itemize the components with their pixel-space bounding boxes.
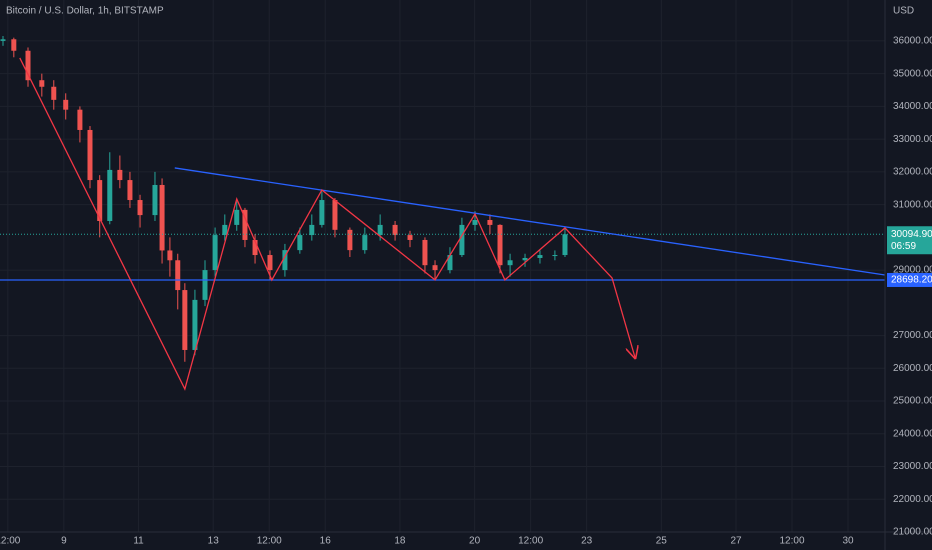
candle-body: [77, 109, 83, 130]
candle-body: [159, 184, 165, 251]
x-tick-label: 18: [394, 536, 406, 547]
y-tick-label: 29000.00: [893, 265, 932, 276]
candle-body: [167, 250, 173, 261]
y-tick-label: 27000.00: [893, 330, 932, 341]
candle-body: [202, 270, 208, 300]
currency: USD: [893, 6, 914, 17]
candle-body: [182, 290, 188, 350]
y-tick-label: 23000.00: [893, 461, 932, 472]
candle-body: [222, 224, 228, 236]
candle-body: [242, 209, 248, 240]
x-tick-label: 25: [656, 536, 668, 547]
candle-body: [472, 220, 478, 225]
candle-body: [432, 265, 438, 271]
x-tick-label: 16: [320, 536, 332, 547]
candle-body: [552, 255, 558, 257]
y-tick-label: 35000.00: [893, 68, 932, 79]
candle-body: [407, 235, 413, 240]
candle-body: [497, 224, 503, 266]
y-tick-label: 22000.00: [893, 494, 932, 505]
candle-body: [447, 255, 453, 271]
x-tick-label: 30: [842, 536, 854, 547]
y-tick-label: 21000.00: [893, 527, 932, 538]
candle-body: [117, 169, 123, 181]
candle-body: [309, 224, 315, 236]
candle-body: [377, 224, 383, 236]
x-tick-label: 9: [61, 536, 67, 547]
candles: [0, 36, 568, 362]
y-tick-label: 34000.00: [893, 101, 932, 112]
candle-body: [392, 224, 398, 236]
candle-body: [192, 299, 198, 350]
candle-body: [267, 255, 273, 271]
x-tick-label: 13: [208, 536, 220, 547]
candle-body: [522, 257, 528, 261]
x-tick-label: 12:00: [780, 536, 805, 547]
candle-body: [347, 229, 353, 251]
line-price-box: [887, 272, 932, 287]
y-tick-label: 25000.00: [893, 396, 932, 407]
candle-body: [362, 235, 368, 251]
candle-body: [422, 239, 428, 266]
candle-body: [11, 39, 17, 51]
candle-body: [487, 220, 493, 225]
x-tick-label: 12:00: [518, 536, 543, 547]
y-tick-label: 33000.00: [893, 134, 932, 145]
candle-body: [63, 99, 69, 110]
candle-body: [51, 86, 57, 100]
trend-drawing: [174, 167, 886, 276]
candle-body: [152, 184, 158, 216]
candle-body: [137, 200, 143, 216]
y-tick-label: 36000.00: [893, 36, 932, 47]
chart-title: Bitcoin / U.S. Dollar, 1h, BITSTAMP: [6, 6, 164, 17]
candle-body: [459, 224, 465, 256]
candle-body: [234, 209, 240, 225]
trend-drawing: [19, 57, 635, 391]
candle-body: [507, 260, 513, 266]
candle-body: [127, 180, 133, 201]
x-tick-label: 23: [581, 536, 593, 547]
candle-body: [107, 169, 113, 221]
axes: 21000.00 22000.00 23000.00 24000.00 25000.00…: [0, 36, 932, 547]
countdown: 06:59: [891, 241, 916, 252]
x-tick-label: 11: [133, 536, 144, 547]
candle-body: [212, 235, 218, 271]
candle-body: [537, 255, 543, 258]
candle-body: [252, 239, 258, 256]
y-tick-label: 32000.00: [893, 167, 932, 178]
candle-body: [282, 250, 288, 271]
x-tick-label: 27: [730, 536, 742, 547]
candle-body: [87, 129, 93, 181]
drawings: [0, 57, 886, 391]
last-price-label: 30094.90: [891, 229, 932, 240]
x-tick-label: 12:00: [257, 536, 282, 547]
y-tick-label: 24000.00: [893, 428, 932, 439]
candle-body: [562, 234, 568, 256]
candle-body: [297, 235, 303, 251]
line-price-label: 28698.20: [891, 275, 932, 286]
x-tick-label: 20: [469, 536, 481, 547]
candle-body: [175, 260, 181, 291]
candle-body: [97, 180, 103, 221]
candle-body: [25, 50, 31, 81]
y-tick-label: 26000.00: [893, 363, 932, 374]
candle-body: [319, 200, 325, 225]
grid: [0, 0, 885, 533]
candle-body: [332, 200, 338, 230]
y-tick-label: 31000.00: [893, 199, 932, 210]
candle-body: [0, 39, 6, 41]
candle-body: [39, 80, 45, 87]
x-tick-label: 12:00: [0, 536, 21, 547]
last-price-box: [887, 226, 932, 255]
